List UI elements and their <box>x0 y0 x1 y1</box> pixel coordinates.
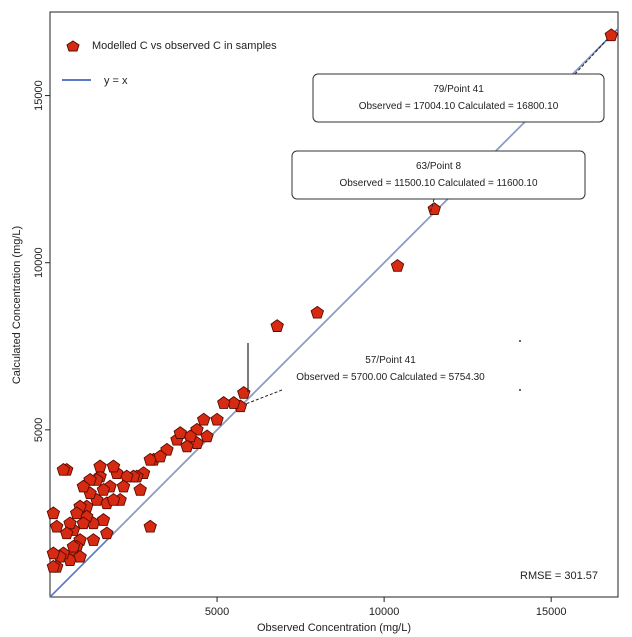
annotation-pointer <box>244 389 283 405</box>
data-point <box>604 28 619 42</box>
annotation-box <box>291 150 586 200</box>
legend-marker-swatch <box>66 40 80 52</box>
annotation-box <box>312 73 605 123</box>
x-axis-ticks: 5000 10000 15000 <box>205 597 567 618</box>
data-point <box>106 459 121 473</box>
x-tick-label: 5000 <box>205 606 229 618</box>
data-point <box>76 516 91 530</box>
annotation-pointer <box>429 198 435 214</box>
data-point <box>173 426 188 439</box>
legend-label-points: Modelled C vs observed C in samples <box>92 40 277 52</box>
data-point <box>46 546 61 560</box>
annotations: 79/Point 41 Observed = 17004.10 Calculate… <box>244 39 608 405</box>
annotation-values: Observed = 17004.10 Calculated = 16800.1… <box>359 101 559 112</box>
data-point <box>310 305 325 319</box>
legend: Modelled C vs observed C in samples y = … <box>62 40 277 87</box>
y-tick-label: 5000 <box>33 418 45 442</box>
data-point <box>180 439 194 453</box>
x-axis-title: Observed Concentration (mg/L) <box>257 622 411 634</box>
y-tick-label: 15000 <box>33 80 45 111</box>
data-point <box>96 482 111 496</box>
data-point <box>46 559 61 573</box>
annotation-values: Observed = 11500.10 Calculated = 11600.1… <box>339 178 538 189</box>
stray-mark <box>519 340 521 342</box>
data-point <box>196 412 211 426</box>
data-point <box>56 462 71 476</box>
annotation-callout: 57/Point 41 Observed = 5700.00 Calculated… <box>244 343 485 405</box>
data-point <box>59 526 74 540</box>
data-point <box>66 539 81 553</box>
annotation-pointer <box>574 39 608 75</box>
data-point <box>153 449 167 463</box>
data-point <box>46 506 61 520</box>
stray-mark <box>519 389 521 391</box>
data-point <box>96 513 111 526</box>
data-point <box>390 259 405 272</box>
data-point <box>106 493 121 506</box>
data-points <box>46 28 619 573</box>
annotation-title: 63/Point 8 <box>416 161 461 172</box>
data-point <box>76 479 91 493</box>
x-tick-label: 10000 <box>369 606 400 618</box>
data-point <box>143 519 157 533</box>
data-point <box>100 526 114 540</box>
y-axis-ticks: 5000 10000 15000 <box>33 80 50 442</box>
annotation-title: 57/Point 41 <box>365 355 416 366</box>
data-point <box>270 319 284 332</box>
y-tick-label: 10000 <box>33 247 45 278</box>
data-point <box>116 479 131 493</box>
data-point <box>69 506 84 520</box>
data-point <box>73 549 87 563</box>
annotation-title: 79/Point 41 <box>433 84 484 95</box>
annotation-callout: 79/Point 41 Observed = 17004.10 Calculate… <box>312 39 608 123</box>
data-point <box>63 516 77 530</box>
data-point <box>93 459 107 473</box>
data-point <box>210 412 224 426</box>
annotation-values: Observed = 5700.00 Calculated = 5754.30 <box>296 372 485 383</box>
x-tick-label: 15000 <box>536 606 567 618</box>
data-point <box>86 533 101 546</box>
data-point <box>237 386 251 399</box>
data-point <box>49 519 64 533</box>
annotation-callout: 63/Point 8 Observed = 11500.10 Calculated… <box>291 150 586 214</box>
y-axis-title: Calculated Concentration (mg/L) <box>11 226 23 384</box>
rmse-label: RMSE = 301.57 <box>520 570 598 582</box>
data-point <box>133 482 147 496</box>
data-point <box>200 429 214 443</box>
legend-label-identity: y = x <box>104 75 128 87</box>
data-point <box>217 396 231 409</box>
